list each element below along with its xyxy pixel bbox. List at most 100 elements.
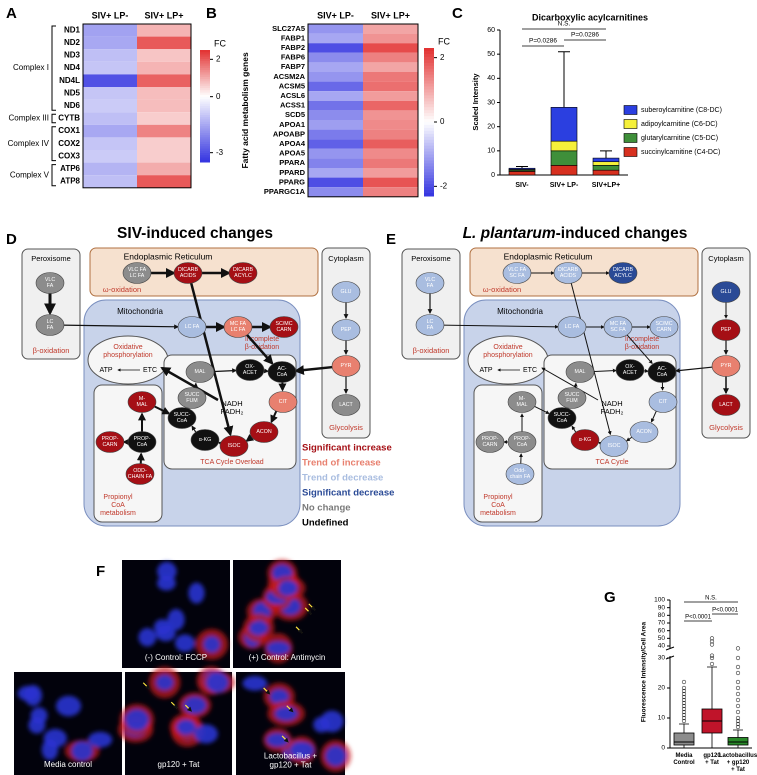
colorbar-step <box>200 106 210 109</box>
metabolite-label: OX-ACET <box>623 364 638 376</box>
outlier <box>681 712 687 718</box>
pathway-label: Incomplete β-oxidation <box>625 336 659 351</box>
metabolite-node <box>603 316 633 338</box>
heat-cell <box>363 177 418 188</box>
metabolite-label-line: Odd- <box>514 468 526 474</box>
arrow <box>293 365 335 376</box>
pathway-label-line: β-oxidation <box>625 344 659 351</box>
title-text: -induced changes <box>556 225 688 242</box>
metabolite-label: Odd-chain FA <box>510 468 531 480</box>
micrograph-caption-line: Media control <box>44 760 92 769</box>
heat-cell <box>83 61 137 75</box>
metabolite-label-line: SC/MC <box>275 321 292 327</box>
legend-swatch <box>623 105 638 115</box>
metabolite-label-line: FA <box>427 283 434 289</box>
panel-label: D <box>6 231 17 248</box>
heatmap-frame <box>82 23 192 189</box>
heatmap-frame <box>307 23 419 198</box>
column-header: SIV+ LP+ <box>371 10 410 20</box>
colorbar-step <box>200 85 210 89</box>
metabolite-label-line: PYR <box>341 363 352 369</box>
arrow <box>152 404 171 415</box>
colorbar-step <box>424 65 434 70</box>
outlier <box>735 691 741 697</box>
heat-cell <box>83 150 137 163</box>
metabolite-node <box>570 429 600 451</box>
colorbar-step <box>200 148 210 152</box>
colorbar-step <box>424 80 434 85</box>
pathway-label-line: Incomplete <box>625 336 659 343</box>
legend-entry: Significant decrease <box>302 488 394 499</box>
metabolite-label-line: FA <box>47 283 54 289</box>
metabolite-node <box>190 429 220 451</box>
pointer-arrow <box>281 735 289 743</box>
heat-cell <box>363 168 418 178</box>
colorbar-step <box>200 92 210 96</box>
pathway-label-line: Incomplete <box>245 336 279 343</box>
metabolite-label-line: CoA <box>517 442 528 448</box>
metabolite-label: α-KG <box>579 437 591 443</box>
colorbar-step <box>424 119 434 123</box>
metabolite-label-line: GLU <box>721 289 732 295</box>
bar-segment <box>592 161 620 166</box>
bar-segment <box>508 167 536 170</box>
micrograph-caption: (-) Control: FCCP <box>145 653 207 662</box>
metabolite-label-line: DICARB <box>558 267 578 273</box>
colorbar-step <box>200 146 210 150</box>
colorbar-step <box>424 178 434 182</box>
x-tick-label: gp120 + Tat <box>703 753 721 766</box>
pointer-arrow <box>295 626 303 634</box>
arrow <box>674 366 715 373</box>
colorbar-step <box>424 142 434 147</box>
metabolite-label-line: α-KG <box>199 437 211 443</box>
heat-cell <box>137 61 191 75</box>
metabolite-label: GLU <box>341 289 352 295</box>
micrograph-cells <box>17 684 113 763</box>
micrograph-cells <box>242 675 351 772</box>
arrow <box>160 366 219 402</box>
metabolite-label: VLC FA <box>45 277 55 289</box>
bar-segment <box>550 140 578 152</box>
heat-cell <box>308 129 363 140</box>
colorbar-step <box>424 116 434 120</box>
outlier <box>681 703 687 709</box>
y-tick-label: 100 <box>654 597 665 604</box>
row-label: ACSL6 <box>280 91 305 100</box>
nucleus <box>41 739 59 761</box>
row-label: APOA5 <box>279 149 305 158</box>
metabolite-node <box>415 272 445 294</box>
legend-entry: Trend of decrease <box>302 473 383 484</box>
metabolite-label-line: PROP- <box>134 436 151 442</box>
heat-cell <box>308 91 363 101</box>
heat-cell <box>308 139 363 149</box>
colorbar-step <box>200 110 210 114</box>
nucleus <box>183 696 207 715</box>
nucleus <box>155 625 176 642</box>
metabolite-node <box>223 316 253 338</box>
colorbar-step <box>424 181 434 185</box>
y-tick-label: 30 <box>487 99 495 106</box>
legend-entry: Trend of increase <box>302 458 381 469</box>
row-label: FABP2 <box>281 43 305 52</box>
y-axis-label: Fatty acid metabolism genes <box>240 52 250 168</box>
outlier <box>709 661 715 667</box>
metabolite-label: DICARB ACIDS <box>558 267 578 279</box>
metabolite-label: PEP <box>341 327 352 333</box>
pathway-label-line: Propionyl <box>103 494 133 501</box>
colorbar-step <box>200 108 210 111</box>
group-label: Complex III <box>9 114 49 123</box>
colorbar-step <box>424 68 434 73</box>
metabolite-node <box>507 391 537 413</box>
heat-cell <box>83 112 137 125</box>
diagram-title: SIV-induced changes <box>117 225 273 242</box>
metabolite-node <box>35 272 65 294</box>
colorbar-step <box>200 72 210 76</box>
x-tick-label-line: + gp120 <box>727 760 750 766</box>
x-tick-label-line: Lactobacillus <box>719 753 757 759</box>
metabolite-label: LC FA <box>427 319 434 331</box>
colorbar-step <box>424 139 434 144</box>
metabolite-label-line: CIT <box>279 399 288 405</box>
colorbar-step <box>424 107 434 111</box>
row-label: COX3 <box>58 151 80 160</box>
nucleus <box>206 671 229 693</box>
